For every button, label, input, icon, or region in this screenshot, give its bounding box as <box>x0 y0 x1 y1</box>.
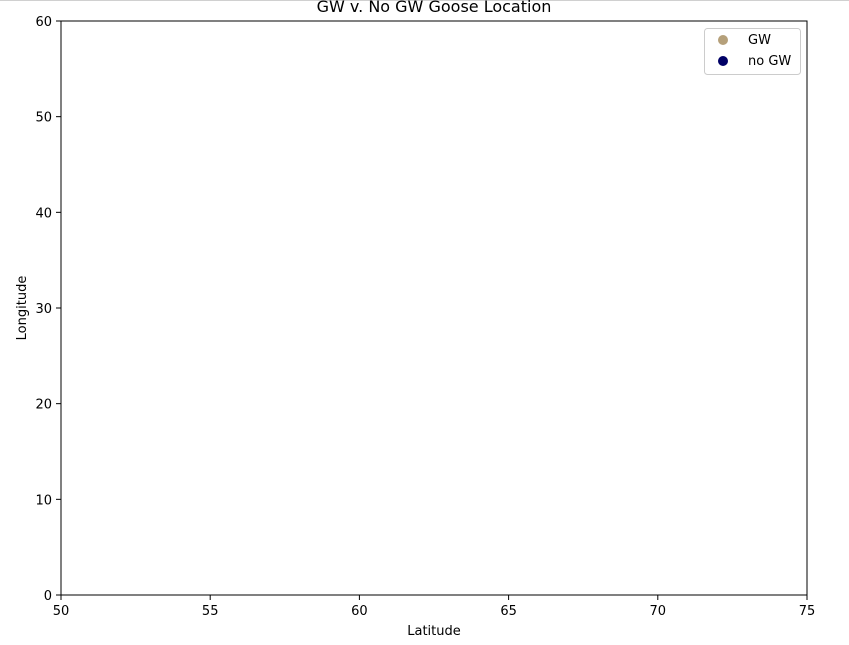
x-tick-label: 50 <box>53 604 70 619</box>
y-tick-label: 40 <box>35 206 52 221</box>
y-tick-label: 10 <box>35 493 52 508</box>
x-tick-label: 75 <box>799 604 816 619</box>
x-axis-label: Latitude <box>407 624 461 639</box>
y-tick-label: 30 <box>35 302 52 317</box>
y-tick-label: 0 <box>44 589 52 604</box>
y-tick-label: 50 <box>35 111 52 126</box>
legend-marker <box>718 35 728 45</box>
y-tick-label: 60 <box>35 15 52 30</box>
y-axis-ticks: 0 10 20 30 40 50 60 <box>35 15 61 604</box>
x-tick-label: 55 <box>202 604 219 619</box>
x-tick-label: 70 <box>650 604 667 619</box>
plot-area <box>60 20 808 596</box>
legend: GW no GW <box>704 28 801 75</box>
y-axis-label: Longitude <box>15 276 30 341</box>
y-tick-label: 20 <box>35 398 52 413</box>
x-axis-ticks: 50 55 60 65 70 75 <box>53 595 816 619</box>
legend-label: GW <box>748 33 771 48</box>
legend-marker <box>718 56 728 66</box>
window-top-border <box>0 0 849 1</box>
legend-label: no GW <box>748 54 791 69</box>
legend-box <box>704 28 801 75</box>
plot-frame <box>60 20 808 596</box>
x-tick-label: 60 <box>351 604 368 619</box>
chart-title: GW v. No GW Goose Location <box>317 0 552 16</box>
x-tick-label: 65 <box>500 604 517 619</box>
